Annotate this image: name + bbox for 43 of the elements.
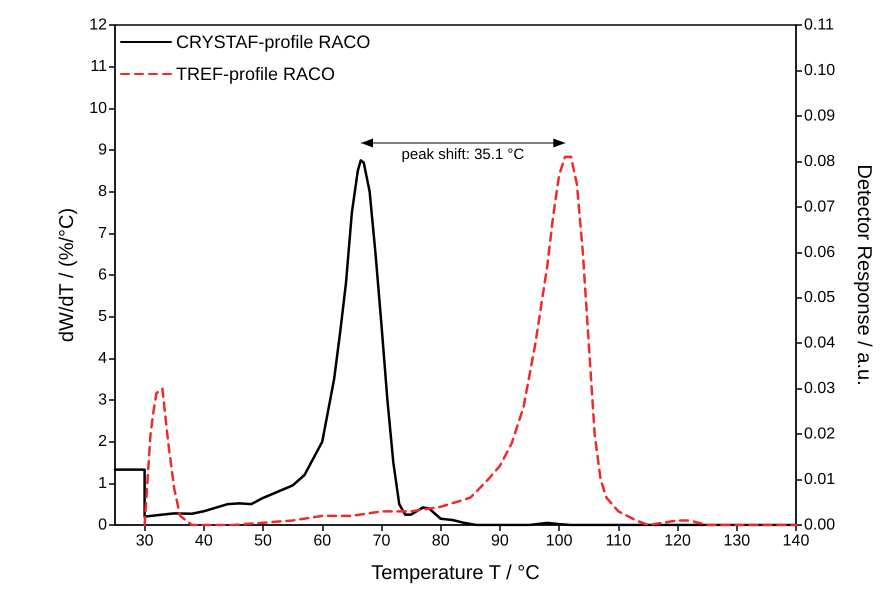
x-tick-label: 140 xyxy=(782,532,810,550)
x-tick-label: 50 xyxy=(254,532,272,550)
x-tick-label: 130 xyxy=(723,532,750,550)
x-tick-label: 70 xyxy=(372,532,390,550)
x-tick-label: 110 xyxy=(606,532,632,550)
y2-axis-title: Detector Response / a.u. xyxy=(853,164,875,386)
y-axis-title: dW/dT / (%/°C) xyxy=(56,208,78,342)
x-tick-label: 40 xyxy=(194,532,213,550)
x-tick-label: 80 xyxy=(432,532,450,550)
y2-tick-label: 0.11 xyxy=(804,16,834,34)
y-tick-label: 5 xyxy=(98,308,108,326)
y2-tick-label: 0.09 xyxy=(804,107,836,124)
y2-tick-label: 0.03 xyxy=(804,380,836,398)
y-tick-label: 11 xyxy=(90,58,108,76)
y-tick-label: 7 xyxy=(98,224,108,242)
y2-tick-label: 0.02 xyxy=(804,426,836,443)
legend-label: TREF-profile RACO xyxy=(176,64,336,84)
y-tick-label: 1 xyxy=(98,474,108,492)
y-tick-label: 0 xyxy=(98,516,108,534)
x-axis-title: Temperature T / °C xyxy=(371,562,540,584)
annotation: peak shift: 35.1 °C xyxy=(402,146,524,163)
y-tick-label: 4 xyxy=(98,350,108,367)
y2-tick-label: 0.00 xyxy=(804,516,836,534)
x-tick-label: 90 xyxy=(491,532,509,550)
y2-tick-label: 0.06 xyxy=(804,244,836,261)
x-tick-label: 100 xyxy=(546,532,573,550)
y-tick-label: 8 xyxy=(98,183,108,200)
x-tick-label: 120 xyxy=(664,532,692,550)
y2-tick-label: 0.07 xyxy=(804,198,836,216)
y-tick-label: 9 xyxy=(98,142,108,158)
y2-tick-label: 0.10 xyxy=(804,62,836,79)
x-tick-label: 30 xyxy=(136,532,154,550)
y-tick-label: 3 xyxy=(98,392,108,408)
y2-tick-label: 0.05 xyxy=(804,289,836,306)
y-tick-label: 2 xyxy=(98,433,108,450)
y-tick-label: 6 xyxy=(98,266,108,284)
y2-tick-label: 0.01 xyxy=(804,471,836,488)
y2-tick-label: 0.04 xyxy=(804,334,836,352)
y-tick-label: 10 xyxy=(89,100,108,117)
y2-tick-label: 0.08 xyxy=(804,152,836,170)
y-tick-label: 12 xyxy=(89,16,108,34)
x-tick-label: 60 xyxy=(313,532,332,550)
legend-label: CRYSTAF-profile RACO xyxy=(176,32,370,52)
